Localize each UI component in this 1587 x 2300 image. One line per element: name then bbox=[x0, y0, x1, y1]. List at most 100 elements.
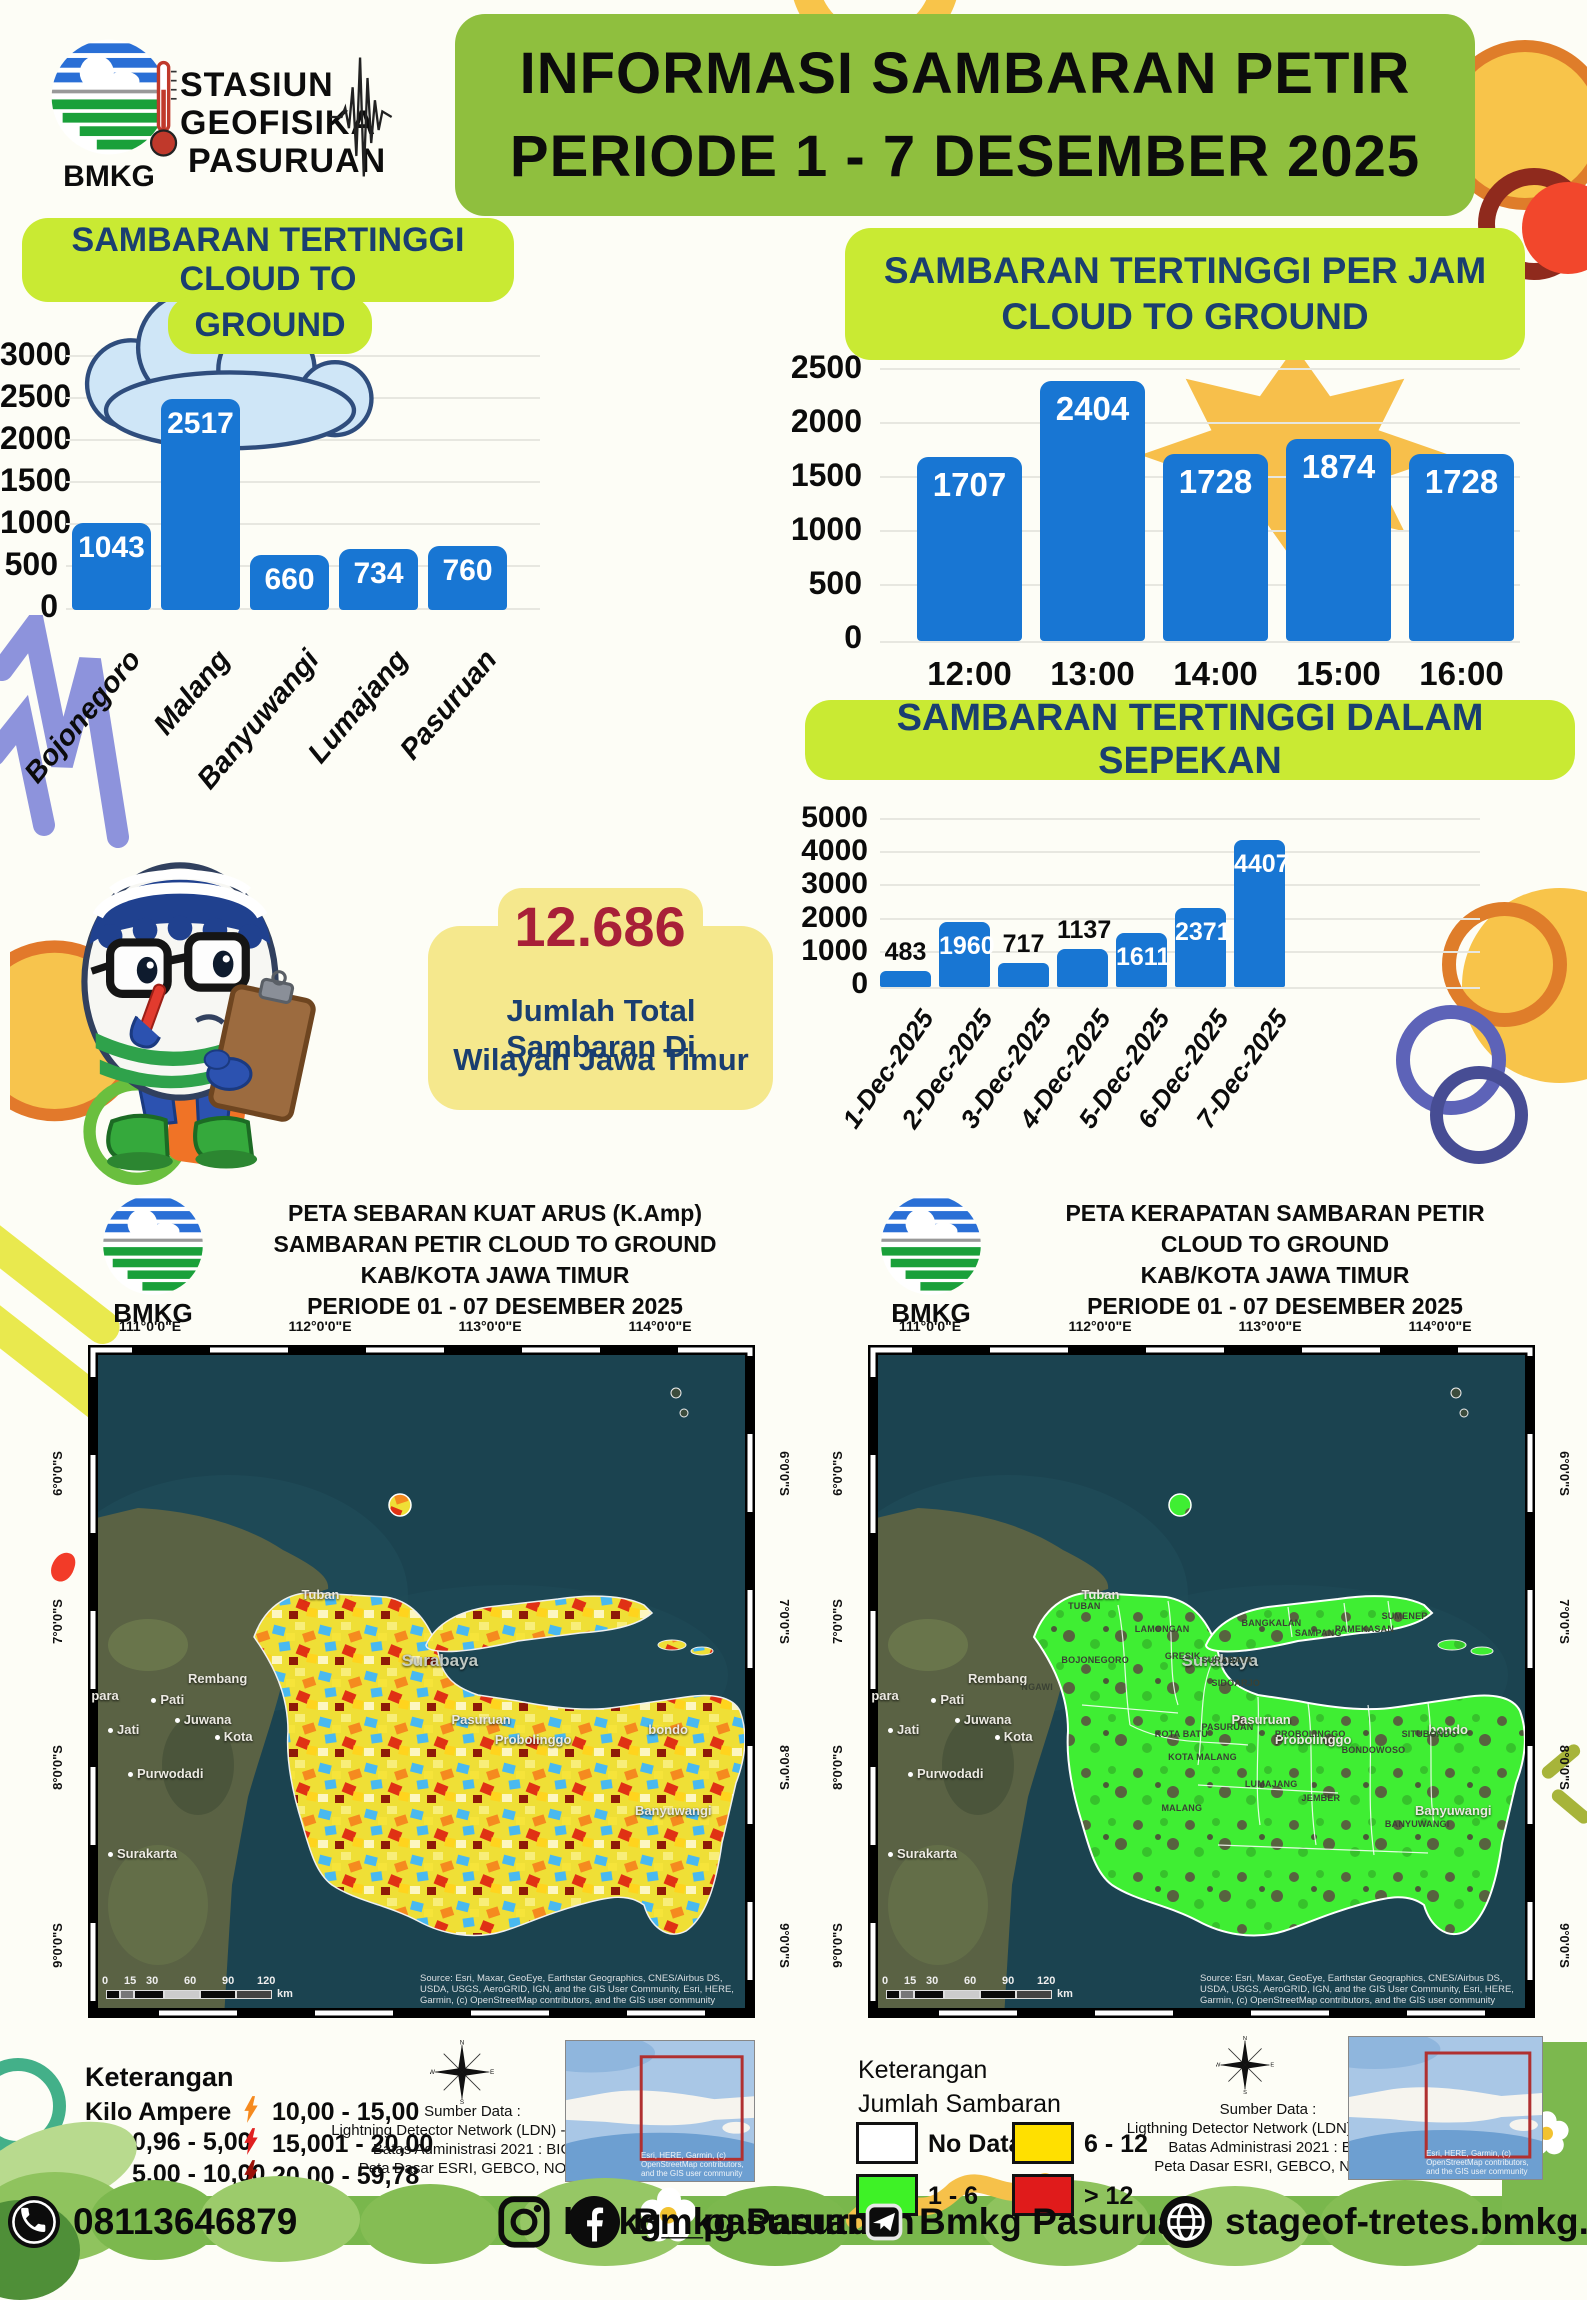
chart2-title-line2: CLOUD TO GROUND bbox=[1001, 296, 1369, 337]
map-city: Juwana bbox=[175, 1712, 232, 1727]
bar-value: 2517 bbox=[167, 407, 234, 440]
map-left-source: Source: Esri, Maxar, GeoEye, Earthstar G… bbox=[420, 1973, 734, 2006]
c2-ytick-3: 1000 bbox=[790, 511, 862, 547]
c1-ytick-5: 500 bbox=[4, 546, 58, 582]
bar-7dec bbox=[1234, 840, 1285, 987]
bar-3dec bbox=[998, 963, 1049, 987]
bar-1500 bbox=[1286, 439, 1391, 641]
map-city: Rembang bbox=[188, 1671, 248, 1687]
legend-left-item-2: 10,00 - 15,00 bbox=[272, 2098, 420, 2126]
map-left-title: PETA SEBARAN KUAT ARUS (K.Amp) SAMBARAN … bbox=[235, 1198, 755, 1322]
c1-ytick-2: 2000 bbox=[0, 420, 72, 456]
bar-4dec bbox=[1057, 949, 1108, 987]
legend-right-item-2: 1 - 6 bbox=[928, 2182, 979, 2210]
map-right-lat-w0: 6°0'0"S bbox=[829, 1451, 845, 1496]
c1-ytick-4: 1000 bbox=[0, 504, 72, 540]
c1-ytick-1: 2500 bbox=[0, 378, 72, 414]
c2-ytick-0: 2500 bbox=[790, 349, 862, 385]
svg-text:W: W bbox=[1216, 2063, 1221, 2069]
map-city: Purwodadi bbox=[128, 1766, 203, 1781]
source-line: Lightning Detector Network (LDN) - BMKG bbox=[331, 2122, 614, 2139]
footer-telegram[interactable]: Bmkg Pasuruan bbox=[862, 2200, 1201, 2244]
infographic-poster: { "colors": { "header_green": "#8fbf3e",… bbox=[0, 0, 1587, 2245]
bar-value: 760 bbox=[442, 554, 493, 587]
source-line: Batas Administrasi 2021 : BIG bbox=[1168, 2139, 1368, 2156]
legend-right-heading: Keterangan bbox=[858, 2056, 988, 2084]
bar-6dec bbox=[1175, 908, 1226, 987]
c3-ytick-4: 1000 bbox=[801, 934, 868, 967]
bar-value: 483 bbox=[884, 938, 927, 966]
map-city: Pati bbox=[931, 1692, 964, 1707]
svg-text:N: N bbox=[1243, 2036, 1247, 2042]
chart2-title-line1: SAMBARAN TERTINGGI PER JAM bbox=[883, 250, 1487, 291]
c2-ytick-1: 2000 bbox=[790, 403, 862, 439]
map-region: BANGKALAN bbox=[1241, 1617, 1302, 1628]
legend-left-subheading: Kilo Ampere bbox=[85, 2098, 232, 2126]
source-line: Sumber Data : bbox=[1219, 2101, 1317, 2118]
bar-1200 bbox=[917, 457, 1022, 641]
legend-right-subheading: Jumlah Sambaran bbox=[858, 2090, 1061, 2118]
svg-text:N: N bbox=[460, 2040, 465, 2047]
c3-ytick-1: 4000 bbox=[801, 834, 868, 867]
map-right-title-2: CLOUD TO GROUND bbox=[1160, 1231, 1390, 1257]
bolt-icon bbox=[244, 2096, 258, 2123]
svg-text:E: E bbox=[1270, 2063, 1274, 2069]
mascot-illustration bbox=[10, 862, 316, 1185]
map-city: Probolinggo bbox=[494, 1731, 572, 1747]
map-region: BANYUWANGI bbox=[1384, 1819, 1450, 1830]
decor-purple-ring2 bbox=[1430, 1066, 1528, 1164]
map-city: Surakarta bbox=[108, 1846, 177, 1861]
bar-1600 bbox=[1409, 454, 1514, 641]
footer-whatsapp[interactable]: 08113646879 bbox=[8, 2196, 297, 2248]
chart1-title-box2: GROUND bbox=[168, 296, 372, 354]
seismograph-icon bbox=[330, 57, 393, 177]
map-city: Jati bbox=[108, 1722, 139, 1737]
map-city: Banyuwangi bbox=[1414, 1802, 1492, 1818]
map-region: SIDOARJO bbox=[1211, 1678, 1261, 1689]
svg-text:W: W bbox=[430, 2069, 436, 2076]
map-left-title-3: KAB/KOTA JAWA TIMUR bbox=[360, 1262, 630, 1288]
map-region: BOJONEGORO bbox=[1061, 1654, 1129, 1665]
decor-red-blob bbox=[47, 1549, 79, 1585]
source-line: Batas Administrasi 2021 : BIG bbox=[372, 2141, 573, 2158]
bar-value: 734 bbox=[353, 557, 404, 590]
c3-ytick-0: 5000 bbox=[801, 801, 868, 834]
bar-value: 1874 bbox=[1301, 448, 1376, 485]
map-right-canvas bbox=[868, 1345, 1535, 2018]
map-left-lat-w0: 6°0'0"S bbox=[49, 1451, 65, 1496]
source-line: Peta Dasar ESRI, GEBCO, NOAA bbox=[358, 2160, 587, 2177]
map-right-lat-e2: 8°0'0"S bbox=[1556, 1745, 1572, 1790]
header-title-line1: INFORMASI SAMBARAN PETIR bbox=[519, 41, 1411, 106]
bar-bojonegoro bbox=[72, 523, 151, 610]
c2-ytick-2: 1500 bbox=[790, 457, 862, 493]
map-region: PASURUAN bbox=[1201, 1721, 1254, 1732]
bar-2dec bbox=[939, 922, 990, 987]
map-left-lon-1: 112°0'0"E bbox=[288, 1318, 352, 1334]
map-right-title-3: KAB/KOTA JAWA TIMUR bbox=[1140, 1262, 1410, 1288]
c2-ytick-5: 0 bbox=[844, 619, 862, 655]
svg-text:S: S bbox=[460, 2099, 464, 2104]
map-left-lat-w1: 7°0'0"S bbox=[49, 1599, 65, 1644]
map-city: Pati bbox=[151, 1692, 184, 1707]
map-city: Surabaya bbox=[1181, 1651, 1259, 1671]
map-region: KOTA BATU bbox=[1154, 1728, 1208, 1739]
bmkg-logo-map-left-text: BMKG bbox=[113, 1298, 193, 1328]
map-city: Banyuwangi bbox=[634, 1802, 712, 1818]
bar-value: 1611 bbox=[1116, 943, 1171, 971]
map-right-lat-e3: 9°0'0"S bbox=[1556, 1923, 1572, 1968]
map-region: BONDOWOSO bbox=[1341, 1745, 1406, 1756]
legend-left-item-3: 15,001 - 20,00 bbox=[272, 2130, 434, 2158]
map-left-lat-w3: 9°0'0"S bbox=[49, 1923, 65, 1968]
whatsapp-icon bbox=[8, 2196, 60, 2248]
telegram-icon bbox=[865, 2203, 903, 2241]
chart1-title-line2: GROUND bbox=[194, 305, 346, 344]
bar-value: 2404 bbox=[1055, 390, 1130, 427]
chart2-title-box: SAMBARAN TERTINGGI PER JAM CLOUD TO GROU… bbox=[845, 228, 1525, 360]
map-left-title-2: SAMBARAN PETIR CLOUD TO GROUND bbox=[273, 1231, 717, 1257]
c2-cat-1: 13:00 bbox=[1050, 655, 1135, 692]
map-right-lat-w1: 7°0'0"S bbox=[829, 1599, 845, 1644]
legend-left-source: Sumber Data : Lightning Detector Network… bbox=[330, 2102, 615, 2178]
c2-cat-3: 15:00 bbox=[1296, 655, 1381, 692]
map-right-lon-2: 113°0'0"E bbox=[1238, 1318, 1302, 1334]
footer-website[interactable]: stageof-tretes.bmkg.go.id bbox=[1160, 2196, 1587, 2248]
